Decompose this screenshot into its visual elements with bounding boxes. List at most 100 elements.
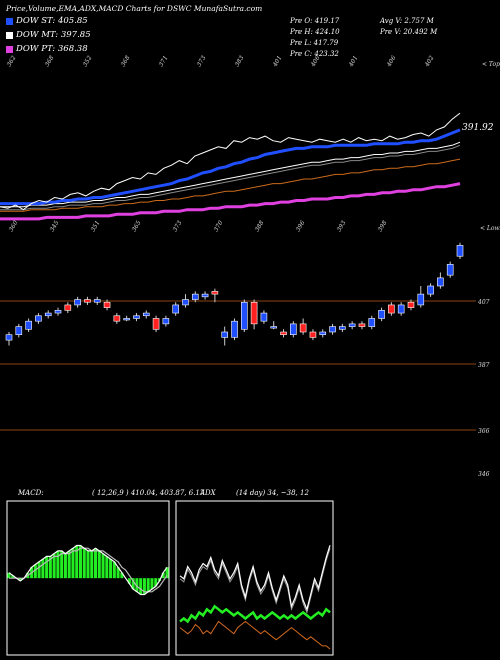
- bottom-label-0: 360: [8, 219, 20, 233]
- candle-body-16: [162, 318, 170, 325]
- bottom-label-1: 345: [49, 219, 61, 233]
- adx-panel-frame: [175, 500, 334, 656]
- candle-body-41: [407, 301, 415, 308]
- candle-body-39: [388, 304, 395, 314]
- candle-body-38: [378, 310, 385, 319]
- top-label-0: 362: [6, 54, 18, 68]
- legend-mt: DOW MT: 397.85: [6, 30, 91, 40]
- candle-body-25: [250, 301, 258, 325]
- top-label-7: 401: [271, 55, 283, 69]
- candle-body-35: [348, 323, 356, 327]
- legend-mt-swatch: [6, 31, 13, 39]
- candle-body-44: [437, 277, 444, 287]
- avg-volume: Avg V: 2.757 M: [380, 17, 434, 25]
- last-price-label: 391.92: [462, 123, 494, 133]
- ema-mid-shadow-line: [0, 144, 461, 211]
- legend-mt-label: DOW MT: 397.85: [16, 30, 91, 40]
- top-label-5: 373: [196, 54, 208, 68]
- bottom-label-7: 396: [295, 219, 307, 233]
- legend-pt-swatch: [6, 45, 13, 53]
- candle-body-10: [103, 301, 111, 308]
- candle-body-37: [368, 318, 376, 327]
- right-bottom-label: < Lows: [480, 225, 500, 232]
- prev-close: Pre C: 423.32: [290, 50, 339, 58]
- candle-body-18: [182, 299, 189, 306]
- legend-st: DOW ST: 405.85: [6, 16, 88, 26]
- candle-body-3: [35, 315, 42, 322]
- candle-body-31: [309, 331, 317, 338]
- candle-body-22: [221, 331, 228, 338]
- bottom-label-8: 393: [336, 219, 348, 233]
- bottom-label-5: 370: [213, 219, 225, 233]
- ema-mid-line: [0, 141, 461, 208]
- candle-body-29: [290, 323, 297, 336]
- candle-body-46: [456, 245, 464, 257]
- top-label-10: 406: [385, 54, 397, 68]
- prev-high: Pre H: 424.10: [290, 28, 340, 36]
- candle-body-2: [25, 320, 32, 330]
- macd-label: MACD:: [18, 489, 44, 497]
- candle-body-17: [172, 304, 179, 314]
- bottom-label-4: 373: [172, 219, 184, 233]
- candle-body-32: [319, 331, 327, 336]
- candle-body-23: [231, 320, 238, 338]
- adx-values: (14 day) 34, ~38, 12: [236, 489, 309, 497]
- adx-line: [179, 604, 331, 624]
- macd-signal-line: [9, 547, 168, 593]
- adx-plus-di-shadow-line: [179, 548, 331, 614]
- bottom-label-9: 398: [377, 219, 389, 233]
- candle-body-36: [358, 323, 366, 327]
- chart-title: Price,Volume,EMA,ADX,MACD Charts for DSW…: [6, 4, 263, 13]
- candle-body-19: [191, 293, 199, 300]
- adx-minus-di-line: [179, 620, 331, 650]
- top-label-9: 401: [347, 55, 359, 69]
- top-label-2: 352: [82, 54, 94, 68]
- ema-long-line: [0, 182, 461, 221]
- legend-pt: DOW PT: 368.38: [6, 44, 88, 54]
- price-line: [0, 112, 461, 211]
- candle-body-8: [84, 299, 91, 303]
- ema-extra-line: [0, 158, 461, 212]
- prev-low: Pre L: 417.79: [290, 39, 339, 47]
- y-label-2: 366: [478, 428, 490, 435]
- candle-body-30: [299, 323, 307, 333]
- candle-body-5: [54, 310, 62, 314]
- candle-body-14: [142, 312, 150, 317]
- candle-body-27: [270, 326, 278, 329]
- candle-body-12: [123, 318, 130, 321]
- top-label-6: 383: [234, 54, 246, 68]
- candle-body-7: [74, 299, 81, 306]
- candle-body-1: [15, 326, 23, 336]
- right-top-label: < Tops: [482, 61, 500, 68]
- ema-short-line: [0, 128, 461, 206]
- candle-body-21: [211, 291, 219, 295]
- top-label-8: 406: [309, 54, 321, 68]
- bottom-label-2: 351: [90, 220, 102, 233]
- candle-body-43: [427, 285, 434, 295]
- y-label-1: 387: [478, 362, 490, 369]
- candle-body-4: [44, 312, 52, 317]
- candle-body-24: [241, 301, 248, 330]
- candle-body-0: [5, 334, 13, 341]
- candle-body-6: [64, 304, 72, 311]
- prev-volume: Pre V: 20.492 M: [380, 28, 438, 36]
- macd-line: [8, 544, 168, 596]
- candle-body-26: [260, 312, 268, 322]
- candle-body-40: [397, 304, 405, 314]
- candle-body-45: [446, 264, 454, 276]
- candle-body-9: [93, 299, 101, 303]
- y-label-0: 407: [477, 299, 490, 306]
- macd-values: ( 12,26,9 ) 410.04, 403.87, 6.17: [92, 489, 205, 497]
- candle-body-33: [329, 326, 336, 333]
- top-label-11: 402: [423, 54, 435, 68]
- top-label-3: 368: [120, 54, 132, 68]
- bottom-label-6: 388: [254, 219, 266, 233]
- top-label-4: 371: [158, 55, 170, 68]
- top-label-1: 368: [44, 54, 56, 68]
- legend-st-swatch: [6, 17, 13, 25]
- y-label-3: 346: [478, 471, 490, 478]
- candle-body-15: [152, 318, 160, 330]
- bottom-label-3: 365: [131, 219, 143, 233]
- candle-body-28: [280, 331, 287, 336]
- prev-open: Pre O: 419.17: [290, 17, 340, 25]
